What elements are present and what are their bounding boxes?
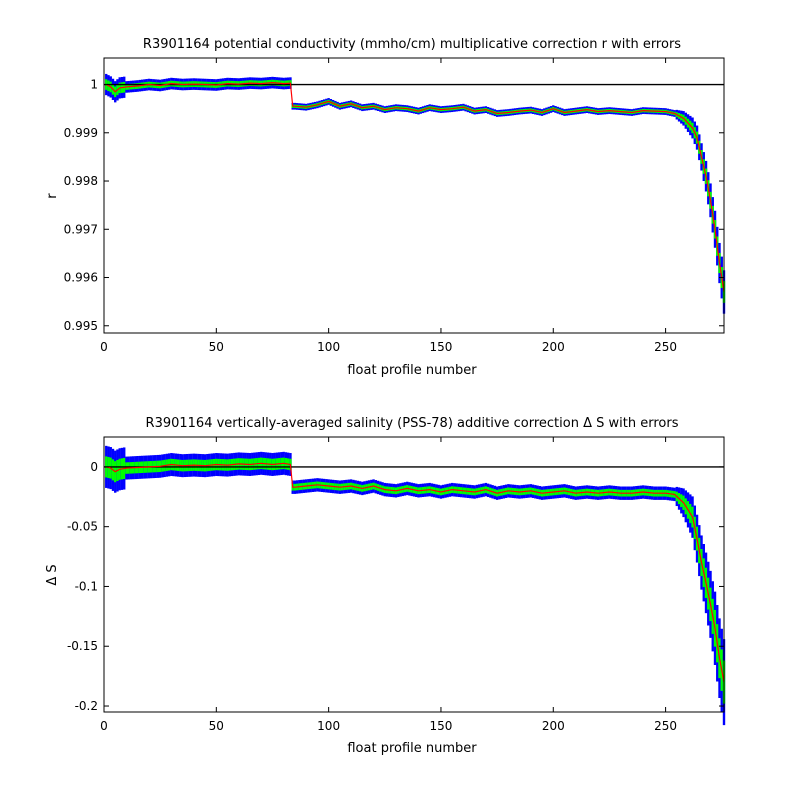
y-tick-label: -0.1 — [75, 579, 98, 593]
x-tick-label: 150 — [430, 340, 453, 354]
x-tick-label: 100 — [317, 719, 340, 733]
x-tick-label: 150 — [430, 719, 453, 733]
x-tick-label: 250 — [654, 340, 677, 354]
series-layer — [104, 462, 725, 683]
x-tick-label: 200 — [542, 719, 565, 733]
x-axis-label: float profile number — [347, 363, 477, 378]
chart-title: R3901164 vertically-averaged salinity (P… — [146, 416, 679, 431]
x-tick-label: 50 — [209, 719, 224, 733]
y-axis-label: r — [45, 193, 60, 199]
plot-frame — [103, 57, 725, 334]
y-tick-label: -0.15 — [67, 639, 98, 653]
x-tick-label: 100 — [317, 340, 340, 354]
y-tick-label: -0.2 — [75, 699, 98, 713]
x-tick-label: 250 — [654, 719, 677, 733]
y-axis-label: Δ S — [45, 564, 60, 585]
y-tick-label: 0.995 — [64, 319, 98, 333]
chart-title: R3901164 potential conductivity (mmho/cm… — [143, 37, 681, 52]
tick-layer: 0 50 100 150 200 250 -0.2 -0.15 -0.1 -0.05 0 — [67, 437, 724, 733]
y-tick-label: 0.999 — [64, 126, 98, 140]
correction-series-line — [106, 462, 725, 683]
y-tick-label: -0.05 — [67, 520, 98, 534]
plot-frame — [103, 436, 725, 713]
series-layer — [104, 81, 725, 293]
y-tick-label: 1 — [90, 78, 98, 92]
tick-layer: 0 50 100 150 200 250 0.995 0.996 0.997 0.998 0.999… — [64, 58, 724, 354]
x-tick-label: 0 — [100, 340, 108, 354]
y-tick-label: 0.998 — [64, 174, 98, 188]
error-bands — [105, 445, 726, 726]
chart-panel-delta-s: R3901164 vertically-averaged salinity (P… — [45, 416, 726, 756]
y-tick-label: 0 — [90, 460, 98, 474]
y-tick-label: 0.996 — [64, 271, 98, 285]
chart-panel-r: R3901164 potential conductivity (mmho/cm… — [45, 37, 726, 378]
x-tick-label: 50 — [209, 340, 224, 354]
correction-series-line — [105, 81, 725, 293]
x-tick-label: 0 — [100, 719, 108, 733]
y-tick-label: 0.997 — [64, 222, 98, 236]
x-tick-label: 200 — [542, 340, 565, 354]
x-axis-label: float profile number — [347, 741, 477, 756]
